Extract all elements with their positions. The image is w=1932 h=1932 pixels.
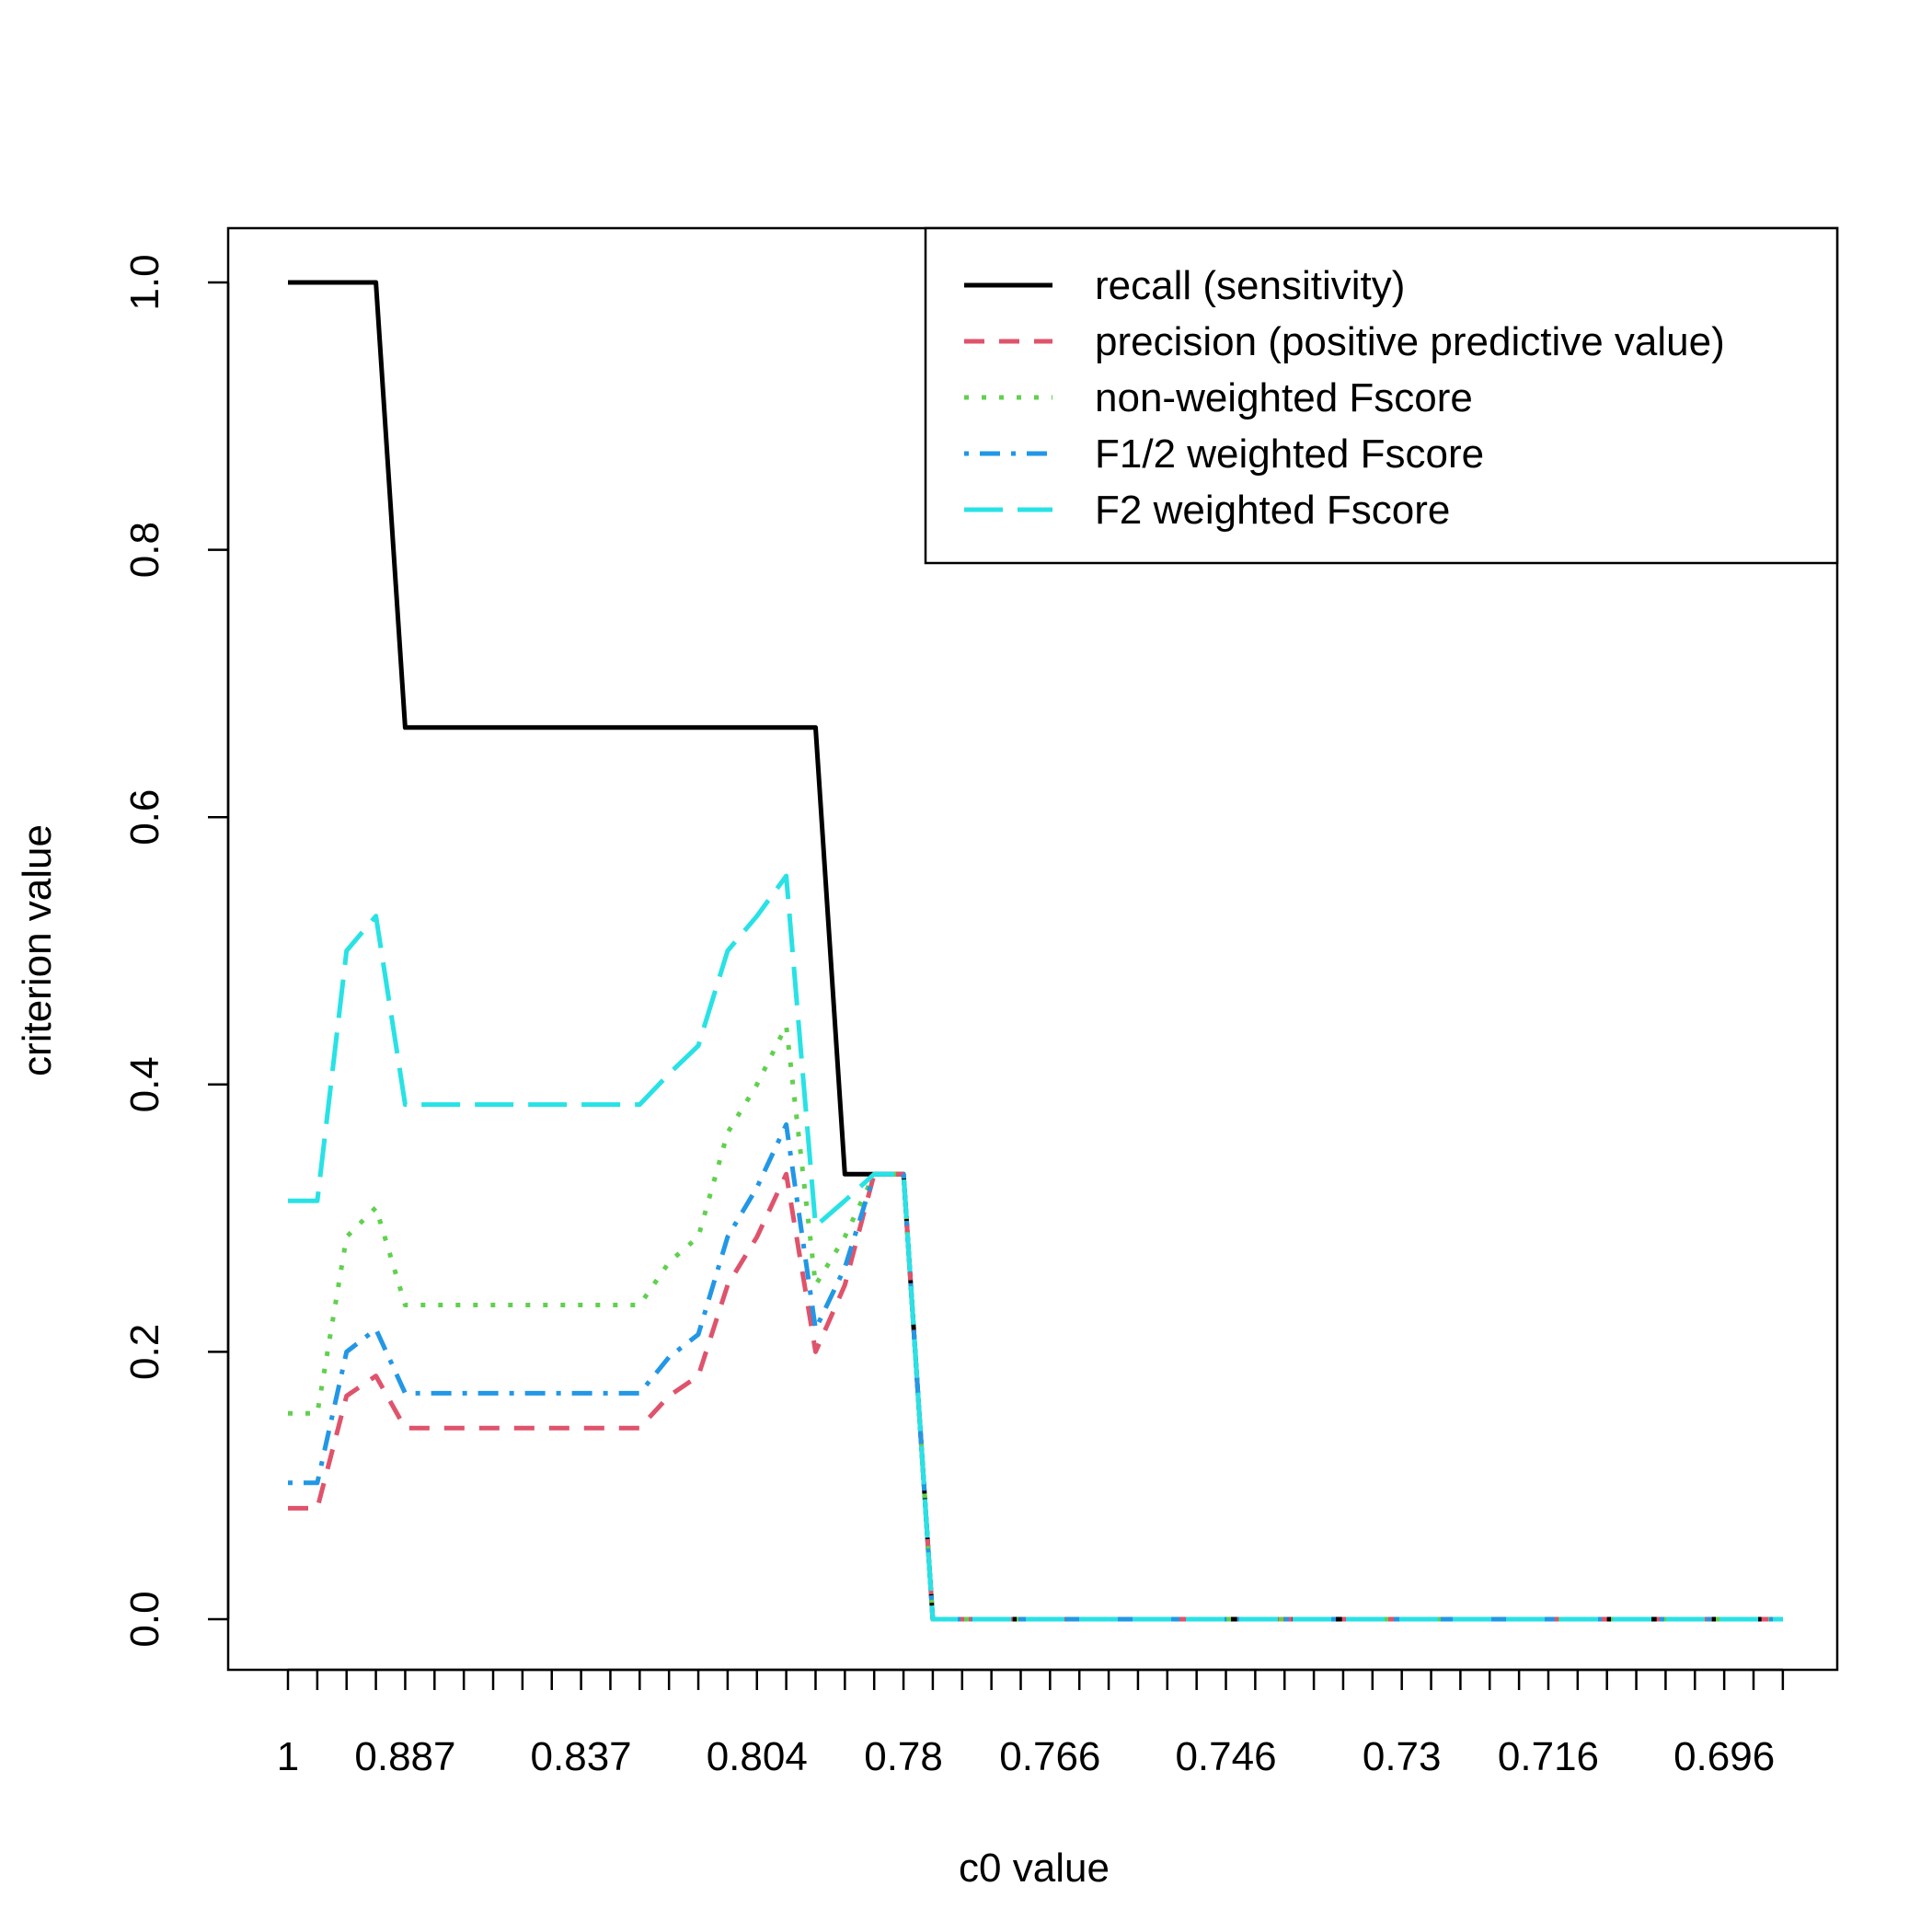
x-tick-label: 0.716: [1498, 1734, 1599, 1779]
y-tick-label: 0.8: [122, 522, 167, 578]
legend-label: F1/2 weighted Fscore: [1095, 431, 1484, 477]
x-tick-label: 0.73: [1363, 1734, 1442, 1779]
x-tick-label: 0.746: [1175, 1734, 1276, 1779]
series-line-5: [288, 873, 1783, 1622]
y-tick-label: 0.4: [122, 1056, 167, 1112]
legend: recall (sensitivity) precision (positive …: [924, 226, 1839, 565]
legend-label: recall (sensitivity): [1095, 263, 1405, 308]
legend-label: non-weighted Fscore: [1095, 375, 1473, 420]
x-axis: 1 0.887 0.837 0.804 0.78 0.766 0.746 0.73 0.716 0…: [277, 1668, 1785, 1779]
x-tick-label: 1: [277, 1734, 299, 1779]
y-tick-label: 0.0: [122, 1591, 167, 1647]
legend-label: precision (positive predictive value): [1095, 319, 1725, 364]
legend-label: F2 weighted Fscore: [1095, 488, 1450, 533]
x-tick-label: 0.887: [354, 1734, 455, 1779]
legend-box: [924, 226, 1839, 565]
y-axis-label: criterion value: [15, 824, 60, 1076]
x-tick-label: 0.696: [1673, 1734, 1775, 1779]
x-tick-label: 0.766: [999, 1734, 1100, 1779]
y-tick-label: 1.0: [122, 254, 167, 310]
y-tick-label: 0.2: [122, 1324, 167, 1380]
x-tick-label: 0.837: [531, 1734, 632, 1779]
x-tick-label: 0.804: [707, 1734, 808, 1779]
y-tick-label: 0.6: [122, 789, 167, 845]
x-axis-label: c0 value: [959, 1846, 1110, 1891]
series-layer: [288, 280, 1783, 1622]
y-axis: 0.0 0.2 0.4 0.6 0.8 1.0: [122, 254, 230, 1648]
x-tick-label: 0.78: [864, 1734, 943, 1779]
